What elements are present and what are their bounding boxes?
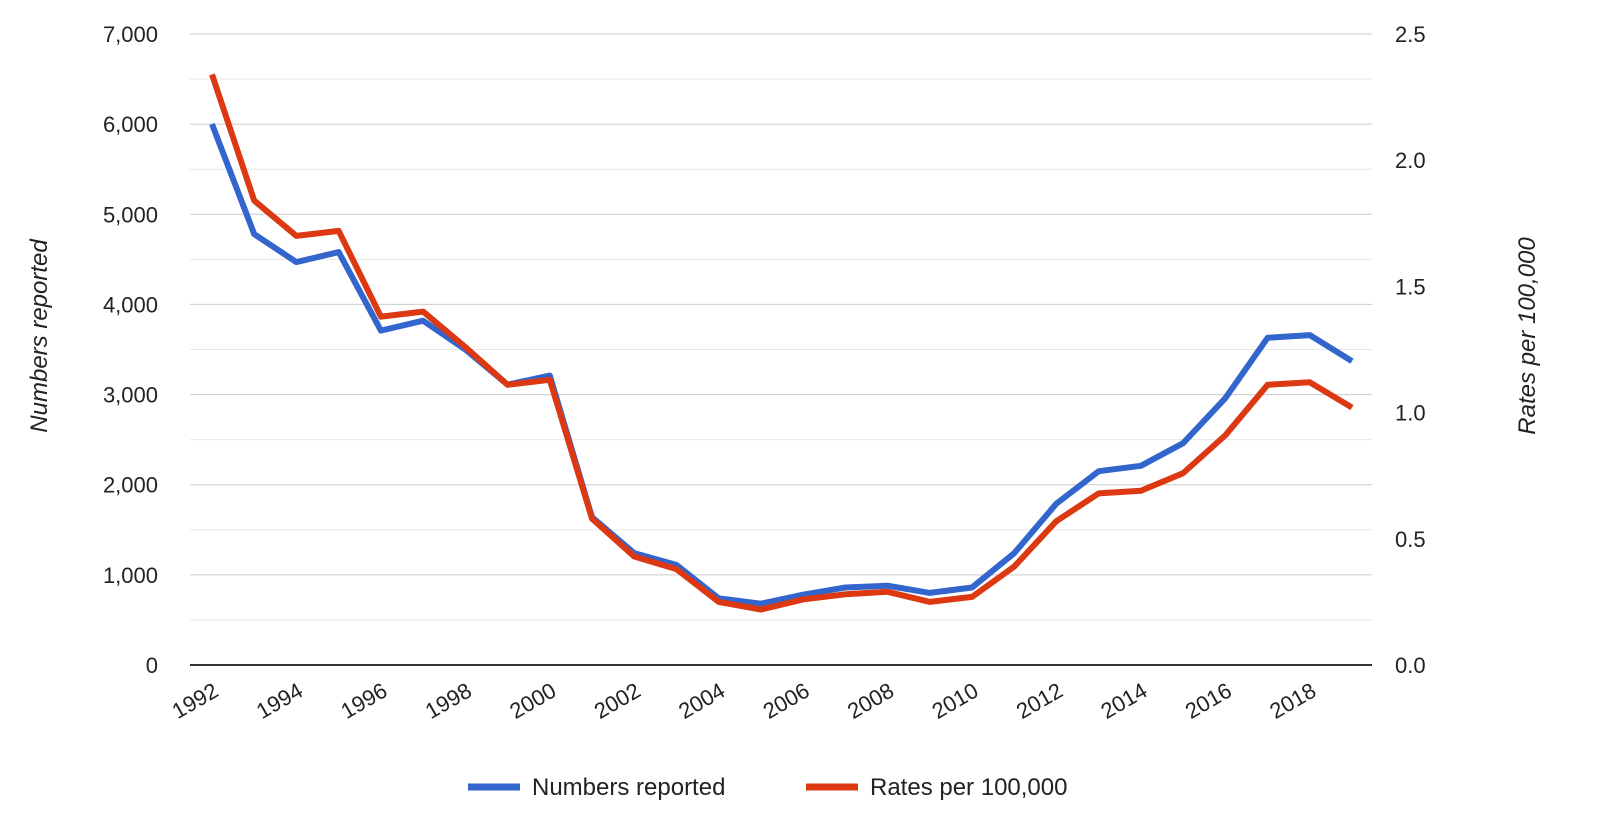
x-axis-ticks: 1992 1994 1996 1998 2000 2002 2004 2006 2008 2010… xyxy=(168,678,1321,724)
x-tick-label: 2006 xyxy=(759,678,814,724)
right-y-axis-ticks: 0.0 0.5 1.0 1.5 2.0 2.5 xyxy=(1395,22,1426,678)
right-y-axis-title: Rates per 100,000 xyxy=(1514,237,1541,435)
x-tick-label: 1996 xyxy=(336,678,391,724)
legend-item-rates-per-100000[interactable]: Rates per 100,000 xyxy=(806,774,1067,801)
right-y-tick-label: 0.5 xyxy=(1395,527,1426,552)
x-tick-label: 1992 xyxy=(168,678,223,724)
series-layer xyxy=(209,73,1354,613)
left-y-tick-label: 1,000 xyxy=(103,563,158,588)
x-tick-label: 2000 xyxy=(505,678,560,724)
x-tick-label: 2010 xyxy=(928,678,983,724)
x-tick-label: 1998 xyxy=(421,678,476,724)
series-line-numbers-reported xyxy=(209,123,1354,607)
right-y-tick-label: 1.0 xyxy=(1395,401,1426,426)
left-y-tick-label: 4,000 xyxy=(103,292,158,317)
left-y-axis-title: Numbers reported xyxy=(26,239,53,433)
left-y-tick-label: 3,000 xyxy=(103,383,158,408)
x-tick-label: 2002 xyxy=(590,678,645,724)
legend: Numbers reported Rates per 100,000 xyxy=(468,774,1067,801)
right-y-tick-label: 2.0 xyxy=(1395,148,1426,173)
right-y-tick-label: 2.5 xyxy=(1395,22,1426,47)
left-y-tick-label: 2,000 xyxy=(103,473,158,498)
x-tick-label: 2014 xyxy=(1096,678,1151,724)
left-y-tick-label: 7,000 xyxy=(103,22,158,47)
x-tick-label: 2008 xyxy=(843,678,898,724)
series-line-rates-per-100-000 xyxy=(209,73,1354,613)
right-y-tick-label: 1.5 xyxy=(1395,274,1426,299)
right-y-tick-label: 0.0 xyxy=(1395,653,1426,678)
gridlines xyxy=(190,33,1372,621)
x-tick-label: 2016 xyxy=(1181,678,1236,724)
x-tick-label: 2012 xyxy=(1012,678,1067,724)
left-y-axis-ticks: 0 1,000 2,000 3,000 4,000 5,000 6,000 7,000 xyxy=(103,22,158,678)
left-y-tick-label: 5,000 xyxy=(103,202,158,227)
x-tick-label: 2018 xyxy=(1265,678,1320,724)
x-tick-label: 2004 xyxy=(674,678,729,724)
legend-label-rates-per-100000: Rates per 100,000 xyxy=(870,774,1067,801)
x-tick-label: 1994 xyxy=(252,678,307,724)
left-y-tick-label: 0 xyxy=(146,653,158,678)
left-y-tick-label: 6,000 xyxy=(103,112,158,137)
legend-item-numbers-reported[interactable]: Numbers reported xyxy=(468,774,725,801)
legend-label-numbers-reported: Numbers reported xyxy=(532,774,725,801)
